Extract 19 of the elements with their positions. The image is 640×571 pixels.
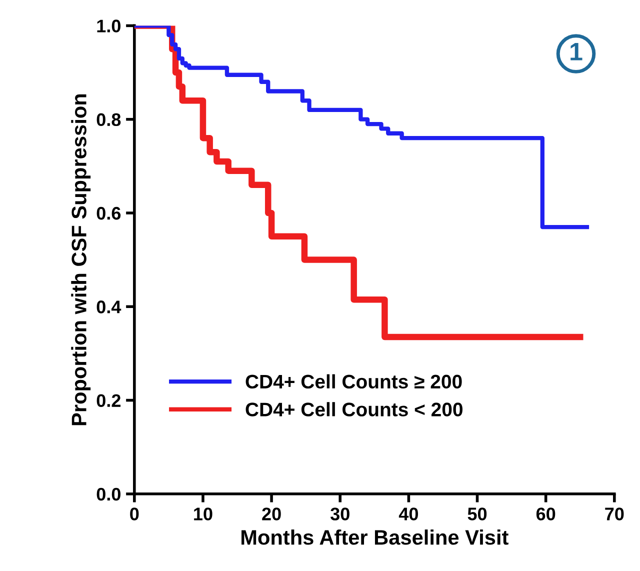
annotation: 1 (570, 43, 582, 60)
y-tick-label: 0.0 (96, 488, 120, 501)
y-tick-label: 0.6 (96, 206, 121, 220)
x-tick-label: 50 (468, 508, 487, 520)
y-tick-label: 0.4 (96, 300, 122, 314)
y-tick-label: 0.2 (96, 394, 120, 407)
y-tick-label: 1.0 (97, 20, 120, 32)
y-tick-label: 0.8 (96, 113, 121, 126)
x-tick-label: 30 (330, 508, 350, 520)
x-tick-label: 70 (605, 508, 624, 520)
x-tick-label: 40 (398, 508, 418, 520)
x-tick-label: 0 (130, 508, 139, 520)
x-axis-title: Months After Baseline Visit (242, 529, 508, 545)
x-tick-label: 60 (536, 508, 556, 520)
y-axis-title: Proportion with CSF Suppression (71, 94, 91, 426)
legend-label: CD4+ Cell Counts ≥ 200 (246, 374, 462, 389)
x-tick-label: 10 (194, 508, 212, 520)
legend-label: CD4+ Cell Counts < 200 (246, 402, 462, 416)
x-tick-label: 20 (262, 508, 281, 520)
